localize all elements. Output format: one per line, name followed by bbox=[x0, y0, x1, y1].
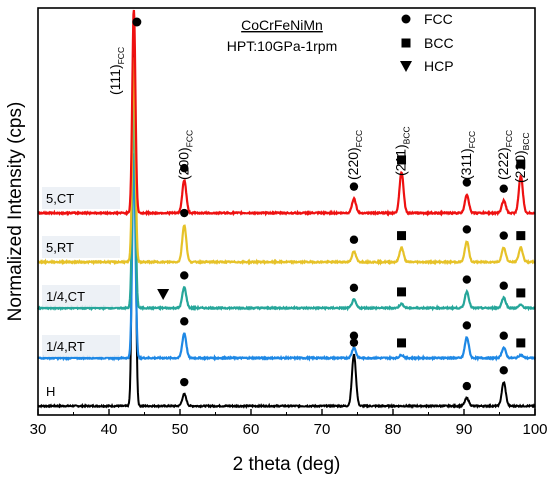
peak-label: (311)FCC bbox=[458, 131, 477, 180]
curve-label: 1/4,RT bbox=[46, 339, 85, 354]
series-line bbox=[37, 103, 536, 312]
legend-fcc-symbol bbox=[401, 14, 411, 24]
x-tick-label: 40 bbox=[101, 421, 118, 438]
fcc-marker bbox=[462, 381, 472, 391]
fcc-marker bbox=[349, 283, 359, 292]
x-tick-label: 30 bbox=[30, 421, 47, 438]
legend-bcc-symbol bbox=[401, 38, 411, 48]
peak-label: (220)FCC bbox=[345, 130, 364, 180]
peak-label: (222)FCC bbox=[495, 130, 514, 180]
series-line bbox=[37, 57, 536, 266]
bcc-marker bbox=[516, 338, 526, 348]
curve-label: H bbox=[46, 384, 55, 399]
bcc-marker bbox=[397, 338, 407, 348]
peak-label: (220)BCC bbox=[512, 132, 531, 183]
peak-labels-layer: (111)FCC (200)FCC (220)FCC (211)BCC (311)FCC… bbox=[107, 47, 531, 183]
legend-label: FCC bbox=[424, 11, 453, 27]
y-axis-title: Normalized Intensity (cps) bbox=[5, 102, 26, 322]
bcc-marker bbox=[516, 231, 526, 241]
x-axis-title: 2 theta (deg) bbox=[233, 454, 341, 475]
x-tick-label: 70 bbox=[314, 421, 331, 438]
x-tick-label: 90 bbox=[456, 421, 473, 438]
fcc-marker bbox=[180, 317, 189, 326]
fcc-marker bbox=[180, 377, 189, 387]
curve-label: 5,RT bbox=[46, 240, 74, 255]
hcp-marker bbox=[157, 289, 170, 300]
peak-label: (111)FCC bbox=[107, 47, 126, 95]
curve-label: 1/4,CT bbox=[46, 289, 85, 304]
x-axis-ticks: 30 40 50 60 70 80 90 100 bbox=[30, 409, 548, 438]
fcc-marker bbox=[349, 235, 359, 244]
legend: FCC BCC HCP bbox=[400, 11, 454, 74]
phase-markers-layer bbox=[132, 17, 526, 391]
fcc-marker bbox=[349, 331, 359, 340]
curve-label: 5,CT bbox=[46, 191, 74, 206]
fcc-marker bbox=[180, 208, 189, 218]
fcc-marker bbox=[349, 338, 359, 347]
x-tick-label: 80 bbox=[385, 421, 402, 438]
fcc-marker bbox=[499, 184, 508, 193]
fcc-marker bbox=[499, 331, 508, 340]
x-tick-label: 60 bbox=[243, 421, 260, 438]
x-tick-label: 50 bbox=[172, 421, 189, 438]
fcc-marker bbox=[462, 275, 472, 284]
curve-label-bg bbox=[42, 187, 120, 209]
curve-label-bg bbox=[42, 285, 120, 307]
curve-label-bg bbox=[42, 335, 120, 357]
legend-label: HCP bbox=[424, 58, 454, 74]
curve-labels-layer: H 1/4,RT 1/4,CT 5,RT 5,CT bbox=[42, 187, 120, 399]
fcc-marker bbox=[462, 178, 472, 187]
bcc-marker bbox=[397, 155, 407, 165]
bcc-marker bbox=[516, 288, 526, 298]
chart-subtitle: HPT:10GPa-1rpm bbox=[227, 38, 337, 54]
bcc-marker bbox=[516, 159, 526, 169]
fcc-marker bbox=[132, 17, 142, 27]
series-line bbox=[37, 9, 536, 217]
fcc-marker bbox=[462, 225, 472, 234]
bcc-marker bbox=[397, 231, 407, 241]
peak-label: (211)BCC bbox=[393, 126, 412, 176]
legend-hcp-symbol bbox=[400, 61, 412, 72]
fcc-marker bbox=[349, 182, 359, 191]
legend-label: BCC bbox=[424, 35, 454, 51]
fcc-marker bbox=[462, 321, 472, 330]
fcc-marker bbox=[180, 271, 189, 280]
series-line bbox=[37, 153, 537, 362]
curve-label-bg bbox=[42, 236, 120, 258]
x-tick-label: 100 bbox=[522, 421, 547, 438]
fcc-marker bbox=[499, 281, 508, 290]
peak-label: (200)FCC bbox=[175, 130, 194, 180]
series-line bbox=[37, 11, 536, 410]
chart-title: CoCrFeNiMn bbox=[241, 17, 323, 33]
fcc-marker bbox=[499, 366, 508, 375]
fcc-marker bbox=[499, 231, 508, 240]
fcc-marker bbox=[180, 163, 189, 173]
bcc-marker bbox=[397, 287, 407, 297]
curves-layer bbox=[37, 9, 537, 410]
